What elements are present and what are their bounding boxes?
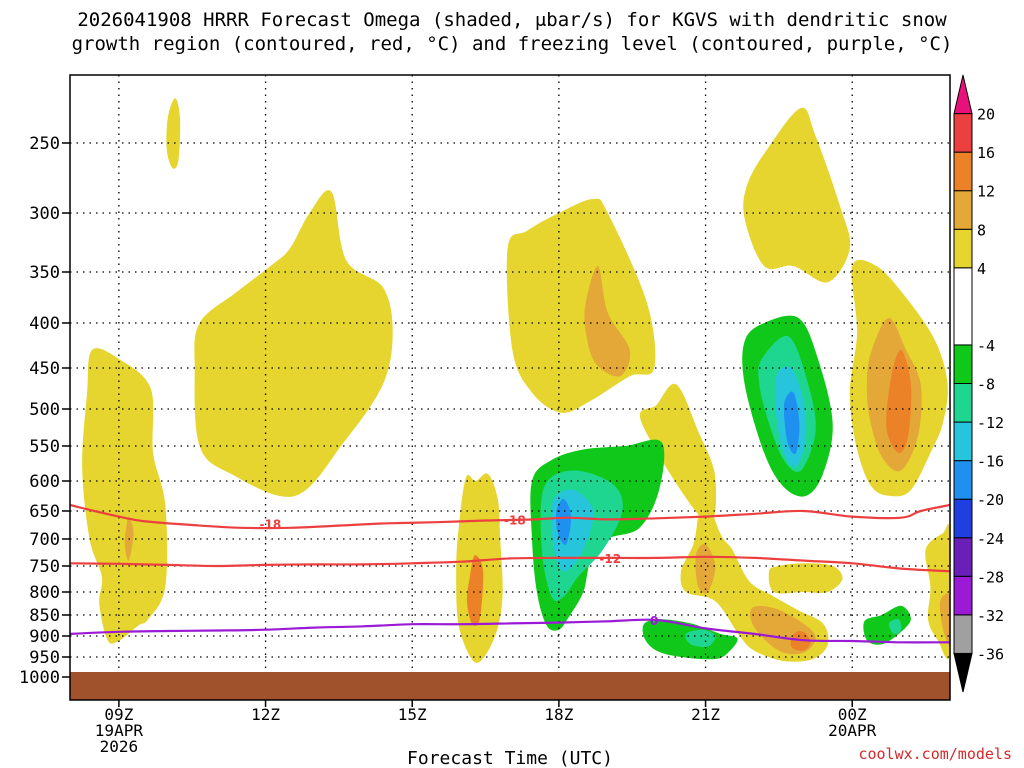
credit-link[interactable]: coolwx.com/models bbox=[858, 745, 1012, 763]
plot-frame bbox=[69, 74, 951, 701]
omega-cell-27 bbox=[783, 391, 800, 455]
y-tick-label-450: 450 bbox=[29, 359, 60, 379]
colorbar-label: -4 bbox=[977, 337, 995, 355]
colorbar-segment bbox=[953, 575, 973, 616]
colorbar-label: 16 bbox=[977, 144, 995, 162]
y-tick-label-550: 550 bbox=[29, 437, 60, 457]
x-axis-label: Forecast Time (UTC) bbox=[407, 748, 613, 768]
y-tick-label-700: 700 bbox=[29, 530, 60, 550]
colorbar-label: 20 bbox=[977, 106, 995, 124]
colorbar-segment bbox=[953, 344, 973, 384]
x-tick-label-18Z: 18Z bbox=[544, 705, 573, 724]
colorbar-label: -12 bbox=[977, 414, 1004, 432]
colorbar-segment bbox=[953, 537, 973, 577]
omega-cell-14 bbox=[743, 107, 851, 283]
colorbar-label: 12 bbox=[977, 183, 995, 201]
colorbar-segment bbox=[953, 460, 973, 500]
omega-cell-5 bbox=[466, 555, 484, 626]
terrain-ground bbox=[70, 672, 950, 700]
colorbar-segment bbox=[953, 421, 973, 462]
chart-title-line-1: 2026041908 HRRR Forecast Omega (shaded, … bbox=[77, 9, 947, 31]
y-tick-label-300: 300 bbox=[29, 204, 60, 224]
x-tick-label-12Z: 12Z bbox=[251, 705, 280, 724]
colorbar-label: -36 bbox=[977, 645, 1004, 663]
colorbar-label: -28 bbox=[977, 568, 1004, 586]
contour-minus12c bbox=[70, 555, 950, 573]
colorbar-label: -20 bbox=[977, 491, 1004, 509]
y-tick-label-500: 500 bbox=[29, 400, 60, 420]
colorbar-label: 4 bbox=[977, 260, 986, 278]
x-tick-date: 20APR bbox=[828, 721, 877, 740]
omega-cell-8 bbox=[639, 383, 717, 524]
y-tick-label-600: 600 bbox=[29, 472, 60, 492]
omega-cell-7 bbox=[584, 266, 631, 377]
y-tick-label-650: 650 bbox=[29, 502, 60, 522]
contour-label-minus18: -18 bbox=[260, 517, 282, 531]
colorbar-segment bbox=[953, 113, 973, 153]
contour-minus18c bbox=[70, 503, 950, 530]
colorbar-segment bbox=[953, 383, 973, 423]
colorbar-segment bbox=[953, 228, 973, 269]
colorbar-label: -16 bbox=[977, 453, 1004, 471]
colorbar-label: -24 bbox=[977, 530, 1004, 548]
colorbar-segment bbox=[953, 614, 973, 654]
contour-label-minus12: -12 bbox=[599, 552, 621, 566]
y-tick-label-750: 750 bbox=[29, 557, 60, 577]
y-tick-label-350: 350 bbox=[29, 263, 60, 283]
colorbar-label: -8 bbox=[977, 376, 995, 394]
omega-cell-0 bbox=[166, 98, 181, 169]
colorbar-segment bbox=[953, 652, 973, 693]
colorbar-segment bbox=[953, 74, 973, 115]
y-tick-label-250: 250 bbox=[29, 134, 60, 154]
omega-cell-29 bbox=[685, 629, 716, 648]
x-tick-label-00Z: 00Z bbox=[838, 705, 867, 724]
x-tick-year: 2026 bbox=[100, 737, 139, 756]
y-tick-label-800: 800 bbox=[29, 583, 60, 603]
colorbar-segment bbox=[953, 190, 973, 230]
omega-cell-1 bbox=[82, 348, 168, 644]
colorbar-label: 8 bbox=[977, 221, 986, 239]
y-tick-label-850: 850 bbox=[29, 606, 60, 626]
omega-cell-13 bbox=[768, 563, 843, 594]
omega-cell-17 bbox=[886, 349, 912, 454]
contour-label-0: 0 bbox=[650, 614, 658, 628]
chart-title-line-2: growth region (contoured, red, °C) and f… bbox=[71, 33, 953, 55]
x-tick-label-15Z: 15Z bbox=[398, 705, 427, 724]
omega-cell-19 bbox=[939, 593, 950, 646]
contour-0c bbox=[70, 618, 950, 644]
omega-cell-23 bbox=[556, 498, 572, 545]
omega-cell-3 bbox=[194, 190, 393, 497]
y-tick-label-1000: 1000 bbox=[19, 668, 60, 688]
x-tick-date: 19APR bbox=[95, 721, 144, 740]
y-tick-label-950: 950 bbox=[29, 648, 60, 668]
y-tick-label-400: 400 bbox=[29, 314, 60, 334]
omega-cell-31 bbox=[888, 618, 902, 635]
x-tick-label-09Z: 09Z bbox=[104, 705, 133, 724]
y-tick-label-900: 900 bbox=[29, 627, 60, 647]
omega-cell-30 bbox=[863, 605, 911, 645]
colorbar-segment bbox=[953, 498, 973, 539]
contour-label-minus18: -18 bbox=[504, 513, 526, 527]
colorbar-segment bbox=[953, 267, 973, 346]
x-tick-label-21Z: 21Z bbox=[691, 705, 720, 724]
colorbar-segment bbox=[953, 151, 973, 192]
colorbar-label: -32 bbox=[977, 607, 1004, 625]
